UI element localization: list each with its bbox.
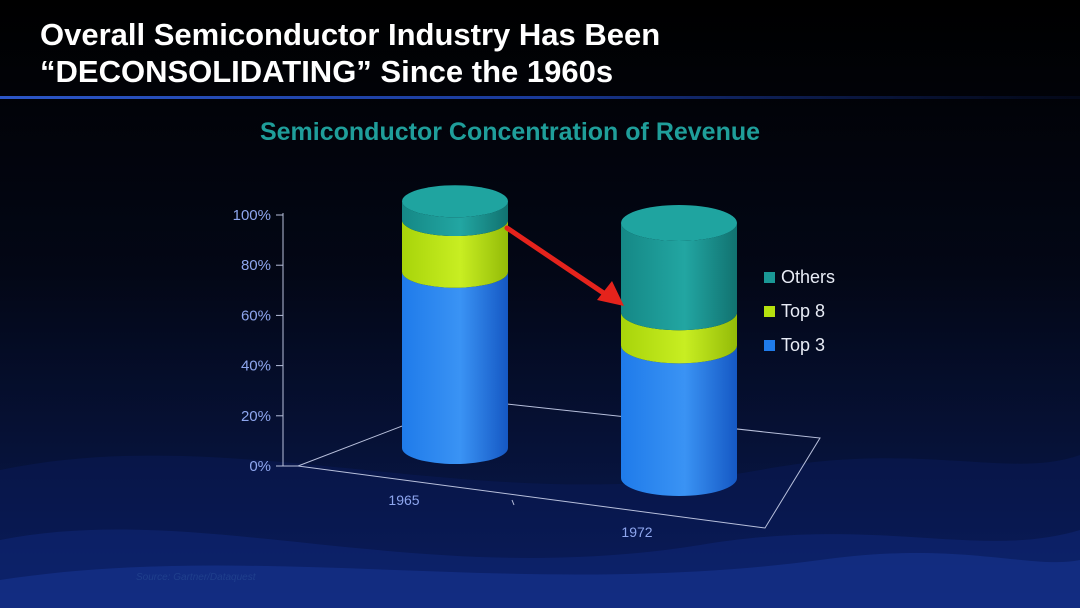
y-axis-line <box>282 213 298 467</box>
x-category-label-1972: 1972 <box>621 524 652 540</box>
legend-swatch-others <box>764 271 775 283</box>
bar-segment-top-3-1972 <box>621 345 737 496</box>
x-category-label-1965: 1965 <box>388 492 419 508</box>
legend-label-top-3: Top 3 <box>781 334 826 355</box>
slide-title: Overall Semiconductor Industry Has Been … <box>40 16 660 90</box>
chart-title: Semiconductor Concentration of Revenue <box>259 118 761 146</box>
cylinder-top-cap-1972 <box>621 205 737 241</box>
slide-title-line2: “DECONSOLIDATING” Since the 1960s <box>40 54 614 89</box>
x-tick-mark <box>511 499 515 506</box>
cylinder-1972 <box>621 205 737 496</box>
legend-item-top-8: Top 8 <box>764 294 835 328</box>
legend-label-others: Others <box>781 266 836 287</box>
cylinder-1965 <box>402 185 508 464</box>
title-divider <box>0 96 1080 99</box>
bar-segment-others-1965 <box>402 201 508 237</box>
legend-item-others: Others <box>764 260 835 294</box>
legend-swatch-top-8 <box>764 305 775 317</box>
chart-legend: Others Top 8 Top 3 <box>764 260 835 362</box>
y-tick-label-80: 80% <box>241 257 271 274</box>
y-tick-label-100: 100% <box>233 207 271 224</box>
bar-segment-top-3-1965 <box>402 271 508 464</box>
bar-segment-top-8-1965 <box>402 220 508 288</box>
bar-segment-top-8-1972 <box>621 312 737 364</box>
cylinder-top-cap-1965 <box>402 185 508 218</box>
trend-arrow-shaft <box>504 225 611 299</box>
legend-item-top-3: Top 3 <box>764 328 835 362</box>
y-tick-label-0: 0% <box>249 458 271 475</box>
y-tick-label-20: 20% <box>241 408 271 425</box>
y-tick-label-40: 40% <box>241 358 271 375</box>
legend-label-top-8: Top 8 <box>781 300 826 321</box>
bar-segment-others-1972 <box>621 223 737 331</box>
source-note: Source: Gartner/Dataquest <box>136 572 256 583</box>
y-tick-label-60: 60% <box>241 307 271 324</box>
legend-swatch-top-3 <box>764 339 775 351</box>
floor-outline <box>297 399 821 529</box>
trend-arrow-head <box>597 281 624 306</box>
slide-title-line1: Overall Semiconductor Industry Has Been <box>40 17 661 52</box>
